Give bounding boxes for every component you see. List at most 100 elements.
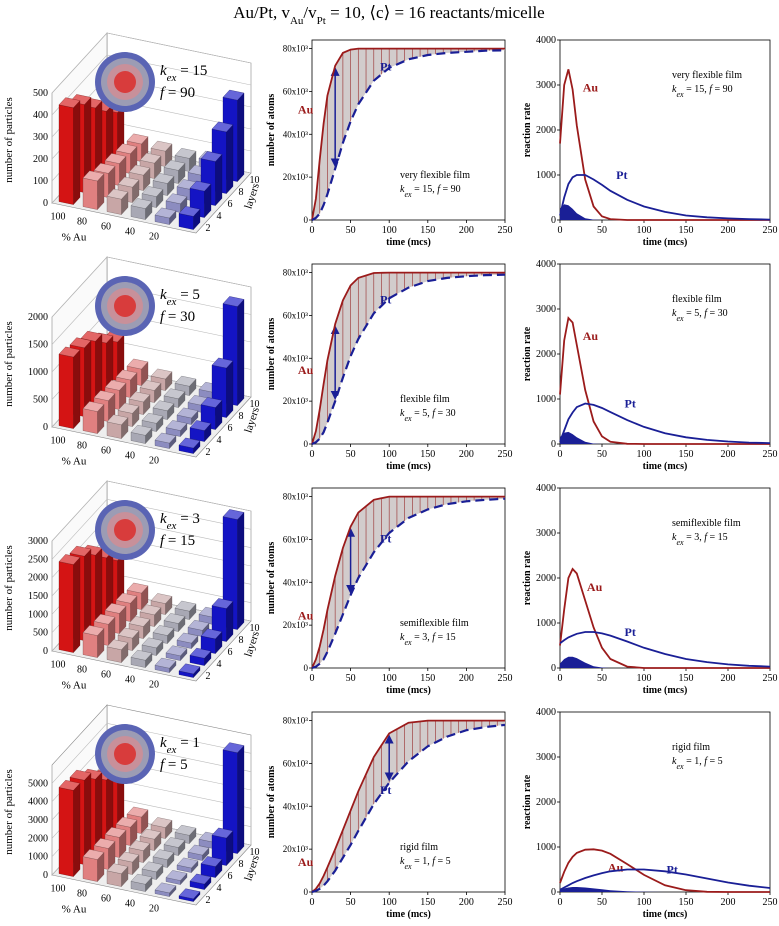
series-label: Pt (667, 863, 678, 877)
bar-top (200, 856, 223, 867)
bar-top (176, 407, 199, 419)
bar-top (150, 593, 173, 604)
depth-tick-label: 8 (239, 187, 244, 198)
bar-top (126, 806, 149, 818)
bar-top (178, 206, 201, 217)
x-tick-label: 150 (420, 449, 435, 460)
y-tick-label: 3000 (536, 528, 556, 539)
bar-top (141, 637, 164, 649)
bar-top (128, 164, 151, 176)
bar-top (82, 625, 105, 636)
y-tick-label: 2000 (28, 312, 48, 323)
bar-top (130, 649, 153, 661)
depth-tick-label: 10 (250, 623, 260, 634)
x-tick-label: 200 (721, 449, 736, 460)
bar-top (69, 769, 92, 781)
bar (189, 420, 212, 442)
text-part: = 5 (176, 287, 199, 303)
plot-frame (559, 711, 771, 893)
bar-top (163, 613, 186, 624)
y-tick-label: 60x10³ (283, 86, 309, 96)
series-label: Au (298, 363, 314, 377)
x-tick-label: 200 (721, 897, 736, 908)
bar (165, 193, 188, 213)
y-axis-label: number of particles (3, 97, 15, 183)
x-tick-label: 100 (637, 225, 652, 236)
x-tick-label: 100 (51, 212, 66, 223)
annotation: f = 90 (160, 85, 195, 101)
bar-top (115, 592, 138, 604)
x-tick-label: 100 (51, 436, 66, 447)
grid-line (51, 256, 252, 318)
x-tick-label: 100 (382, 673, 397, 684)
y-tick-label: 4000 (536, 707, 556, 718)
text-part: f (160, 309, 166, 325)
bar-top (222, 89, 245, 101)
bar-front (58, 561, 74, 653)
series-line (311, 495, 505, 669)
bar-top (163, 160, 186, 171)
bar (189, 647, 212, 666)
bar-top (187, 844, 210, 856)
annotation: kex = 15 (160, 63, 207, 84)
text-part: = 5, (412, 408, 433, 419)
text-part: f (704, 756, 708, 767)
bar-side (73, 557, 81, 653)
y-tick-label: 2500 (28, 554, 48, 565)
bar (163, 388, 186, 408)
rate-area (560, 887, 770, 892)
y-tick-label: 3000 (28, 536, 48, 547)
text-part: f (709, 84, 713, 95)
y-tick-label: 80x10³ (283, 44, 309, 54)
y-tick-label: 40x10³ (283, 129, 309, 139)
series-line (559, 631, 771, 668)
y-tick-label: 1000 (536, 170, 556, 181)
depth-tick-label: 6 (228, 423, 233, 434)
text-part: k (160, 287, 167, 303)
y-tick-label: 1000 (536, 618, 556, 629)
bar-top (211, 357, 234, 369)
y-tick-label: 60x10³ (283, 534, 309, 544)
depth-tick-label: 4 (217, 211, 222, 222)
bar (178, 663, 201, 678)
bar-top (115, 816, 138, 828)
text-part: ex (404, 862, 412, 871)
depth-tick-label: 6 (228, 871, 233, 882)
y-tick-label: 1000 (536, 842, 556, 853)
x-tick-label: 100 (637, 897, 652, 908)
text-part: k (672, 532, 677, 543)
y-tick-label: 2000 (536, 797, 556, 808)
x-tick-label: 150 (420, 897, 435, 908)
bar-top (176, 632, 199, 644)
x-tick-label: 40 (125, 227, 135, 238)
annotation: rigid film (400, 842, 438, 853)
x-tick-label: 20 (149, 680, 159, 691)
x-tick-label: 250 (498, 897, 513, 908)
rate-area (560, 431, 770, 444)
bar (58, 780, 81, 877)
text-part: ex (404, 190, 412, 199)
y-tick-label: 0 (43, 422, 48, 433)
bar-top (200, 628, 223, 640)
y-axis-label: number of atoms (266, 94, 277, 167)
annotation: semiflexible film (672, 518, 741, 529)
gap-fill (312, 48, 505, 221)
bar (130, 873, 153, 892)
text-part: = 15, (412, 184, 438, 195)
y-tick-label: 1000 (28, 852, 48, 863)
x-tick-label: 0 (310, 449, 315, 460)
x-axis-label: % Au (62, 232, 87, 244)
series-label: Pt (380, 531, 391, 545)
bar (178, 888, 201, 902)
x-tick-label: 250 (763, 225, 778, 236)
y-axis-label: reaction rate (522, 550, 533, 605)
line-chart: 0 20x10³ 40x10³ 60x10³ 80x10³ 0 50 100 150 200 250… (266, 711, 513, 920)
y-tick-label: 100 (33, 176, 48, 187)
bar-side (237, 512, 245, 630)
x-tick-label: 60 (101, 670, 111, 681)
x-tick-label: 80 (77, 889, 87, 900)
x-axis-label: time (mcs) (643, 685, 688, 696)
bar-top (165, 420, 188, 431)
x-tick-label: 50 (597, 897, 607, 908)
bar (141, 186, 164, 208)
